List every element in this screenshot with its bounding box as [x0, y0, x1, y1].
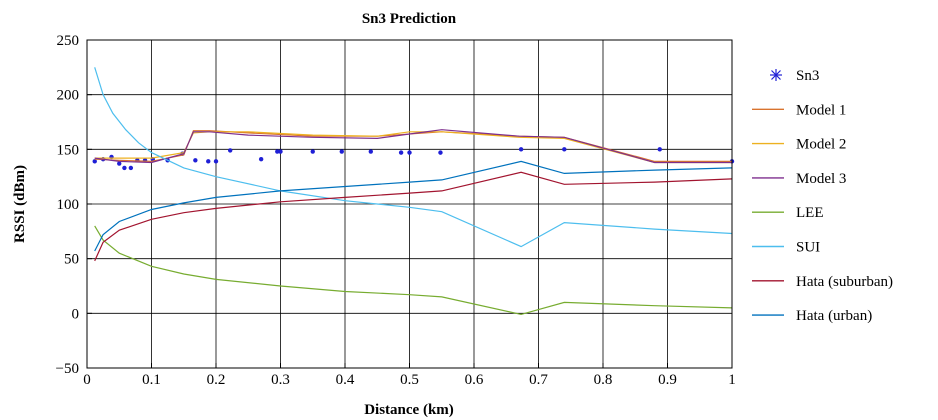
x-tick-label: 0.9 — [658, 372, 677, 388]
legend-label: Hata (suburban) — [796, 274, 893, 290]
sn3-data-point — [518, 147, 524, 152]
legend-label: SUI — [796, 240, 820, 256]
legend-label: Model 1 — [796, 102, 846, 118]
sn3-data-point — [213, 159, 219, 164]
x-tick-label: 0.8 — [594, 372, 613, 388]
sn3-data-point — [310, 149, 315, 154]
sn3-data-point — [227, 148, 233, 153]
legend-label: LEE — [796, 205, 824, 221]
y-axis-label: RSSI (dBm) — [12, 165, 28, 243]
legend-label: Hata (urban) — [796, 308, 872, 324]
y-tick-label: 200 — [57, 88, 80, 104]
x-tick-label: 0.5 — [400, 372, 419, 388]
x-tick-label: 0.4 — [336, 372, 355, 388]
x-tick-label: 0.2 — [207, 372, 226, 388]
x-axis-label: Distance (km) — [364, 402, 454, 418]
sn3-data-point — [117, 161, 122, 166]
legend-label: Model 3 — [796, 171, 846, 187]
sn3-data-point — [562, 147, 567, 152]
chart-title: Sn3 Prediction — [362, 11, 457, 27]
sn3-data-point — [258, 156, 264, 162]
x-tick-label: 0.6 — [465, 372, 484, 388]
legend-asterisk-marker — [770, 69, 782, 81]
series-line — [94, 129, 732, 164]
y-tick-label: 100 — [57, 197, 80, 213]
sn3-data-point — [193, 158, 198, 163]
sn3-data-point — [438, 150, 443, 155]
sn3-data-point — [368, 149, 373, 154]
legend-label: Sn3 — [796, 68, 819, 84]
y-tick-label: 50 — [64, 252, 79, 268]
series-line — [94, 67, 733, 248]
y-tick-label: −50 — [56, 361, 79, 377]
sn3-data-point — [657, 147, 662, 152]
x-tick-label: 0.1 — [142, 372, 161, 388]
series-layer — [92, 67, 735, 316]
series-line — [94, 225, 733, 316]
y-tick-label: 0 — [72, 306, 80, 322]
sn3-data-point — [206, 159, 211, 164]
ticks: 0 0.1 0.2 0.3 0.4 0.5 0.6 0.7 0.8 0.9 1−5005010015… — [56, 33, 736, 388]
y-tick-label: 150 — [57, 142, 80, 158]
legend: Sn3 Model 1 Model 2 Model 3 LEE SUI Hata (subu… — [752, 68, 893, 324]
sn3-data-point — [407, 150, 412, 155]
x-tick-label: 0.7 — [529, 372, 548, 388]
x-tick-label: 0.3 — [271, 372, 290, 388]
y-tick-label: 250 — [57, 33, 80, 49]
series-line — [94, 171, 733, 262]
sn3-data-point — [278, 149, 283, 154]
x-tick-label: 0 — [83, 372, 91, 388]
sn3-data-point — [128, 165, 134, 171]
sn3-data-point — [92, 159, 97, 164]
legend-label: Model 2 — [796, 137, 846, 153]
series-line — [94, 131, 732, 164]
sn3-data-point — [275, 149, 280, 154]
series-line — [94, 160, 733, 252]
x-tick-label: 1 — [728, 372, 736, 388]
sn3-data-point — [122, 165, 127, 171]
sn3-data-point — [398, 150, 404, 155]
sn3-data-point — [339, 149, 344, 154]
